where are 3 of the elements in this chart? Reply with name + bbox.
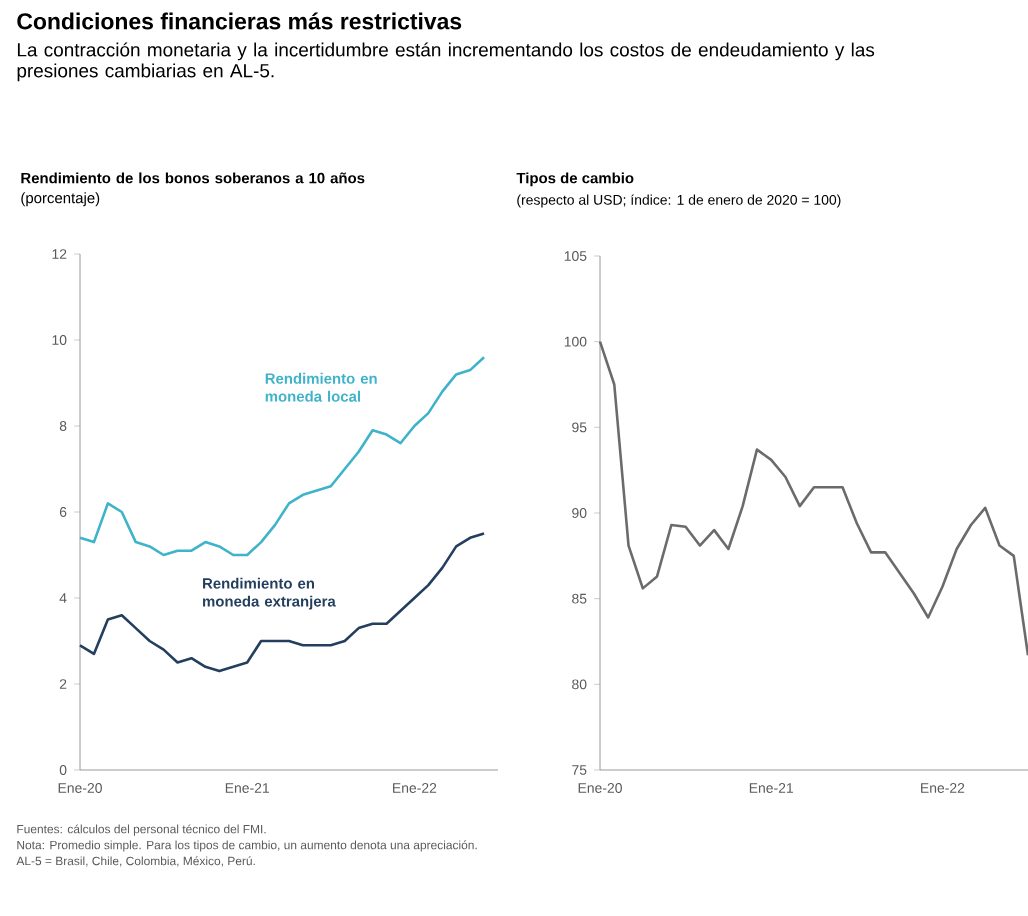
line-series bbox=[78, 355, 486, 557]
chart-title: Condiciones financieras más restrictivas bbox=[17, 12, 462, 30]
chart-subtitle: La contracción monetaria y la incertidumbre están incrementando los costos de endeudamiento y las presiones cambiarias en AL-5. bbox=[17, 42, 875, 82]
